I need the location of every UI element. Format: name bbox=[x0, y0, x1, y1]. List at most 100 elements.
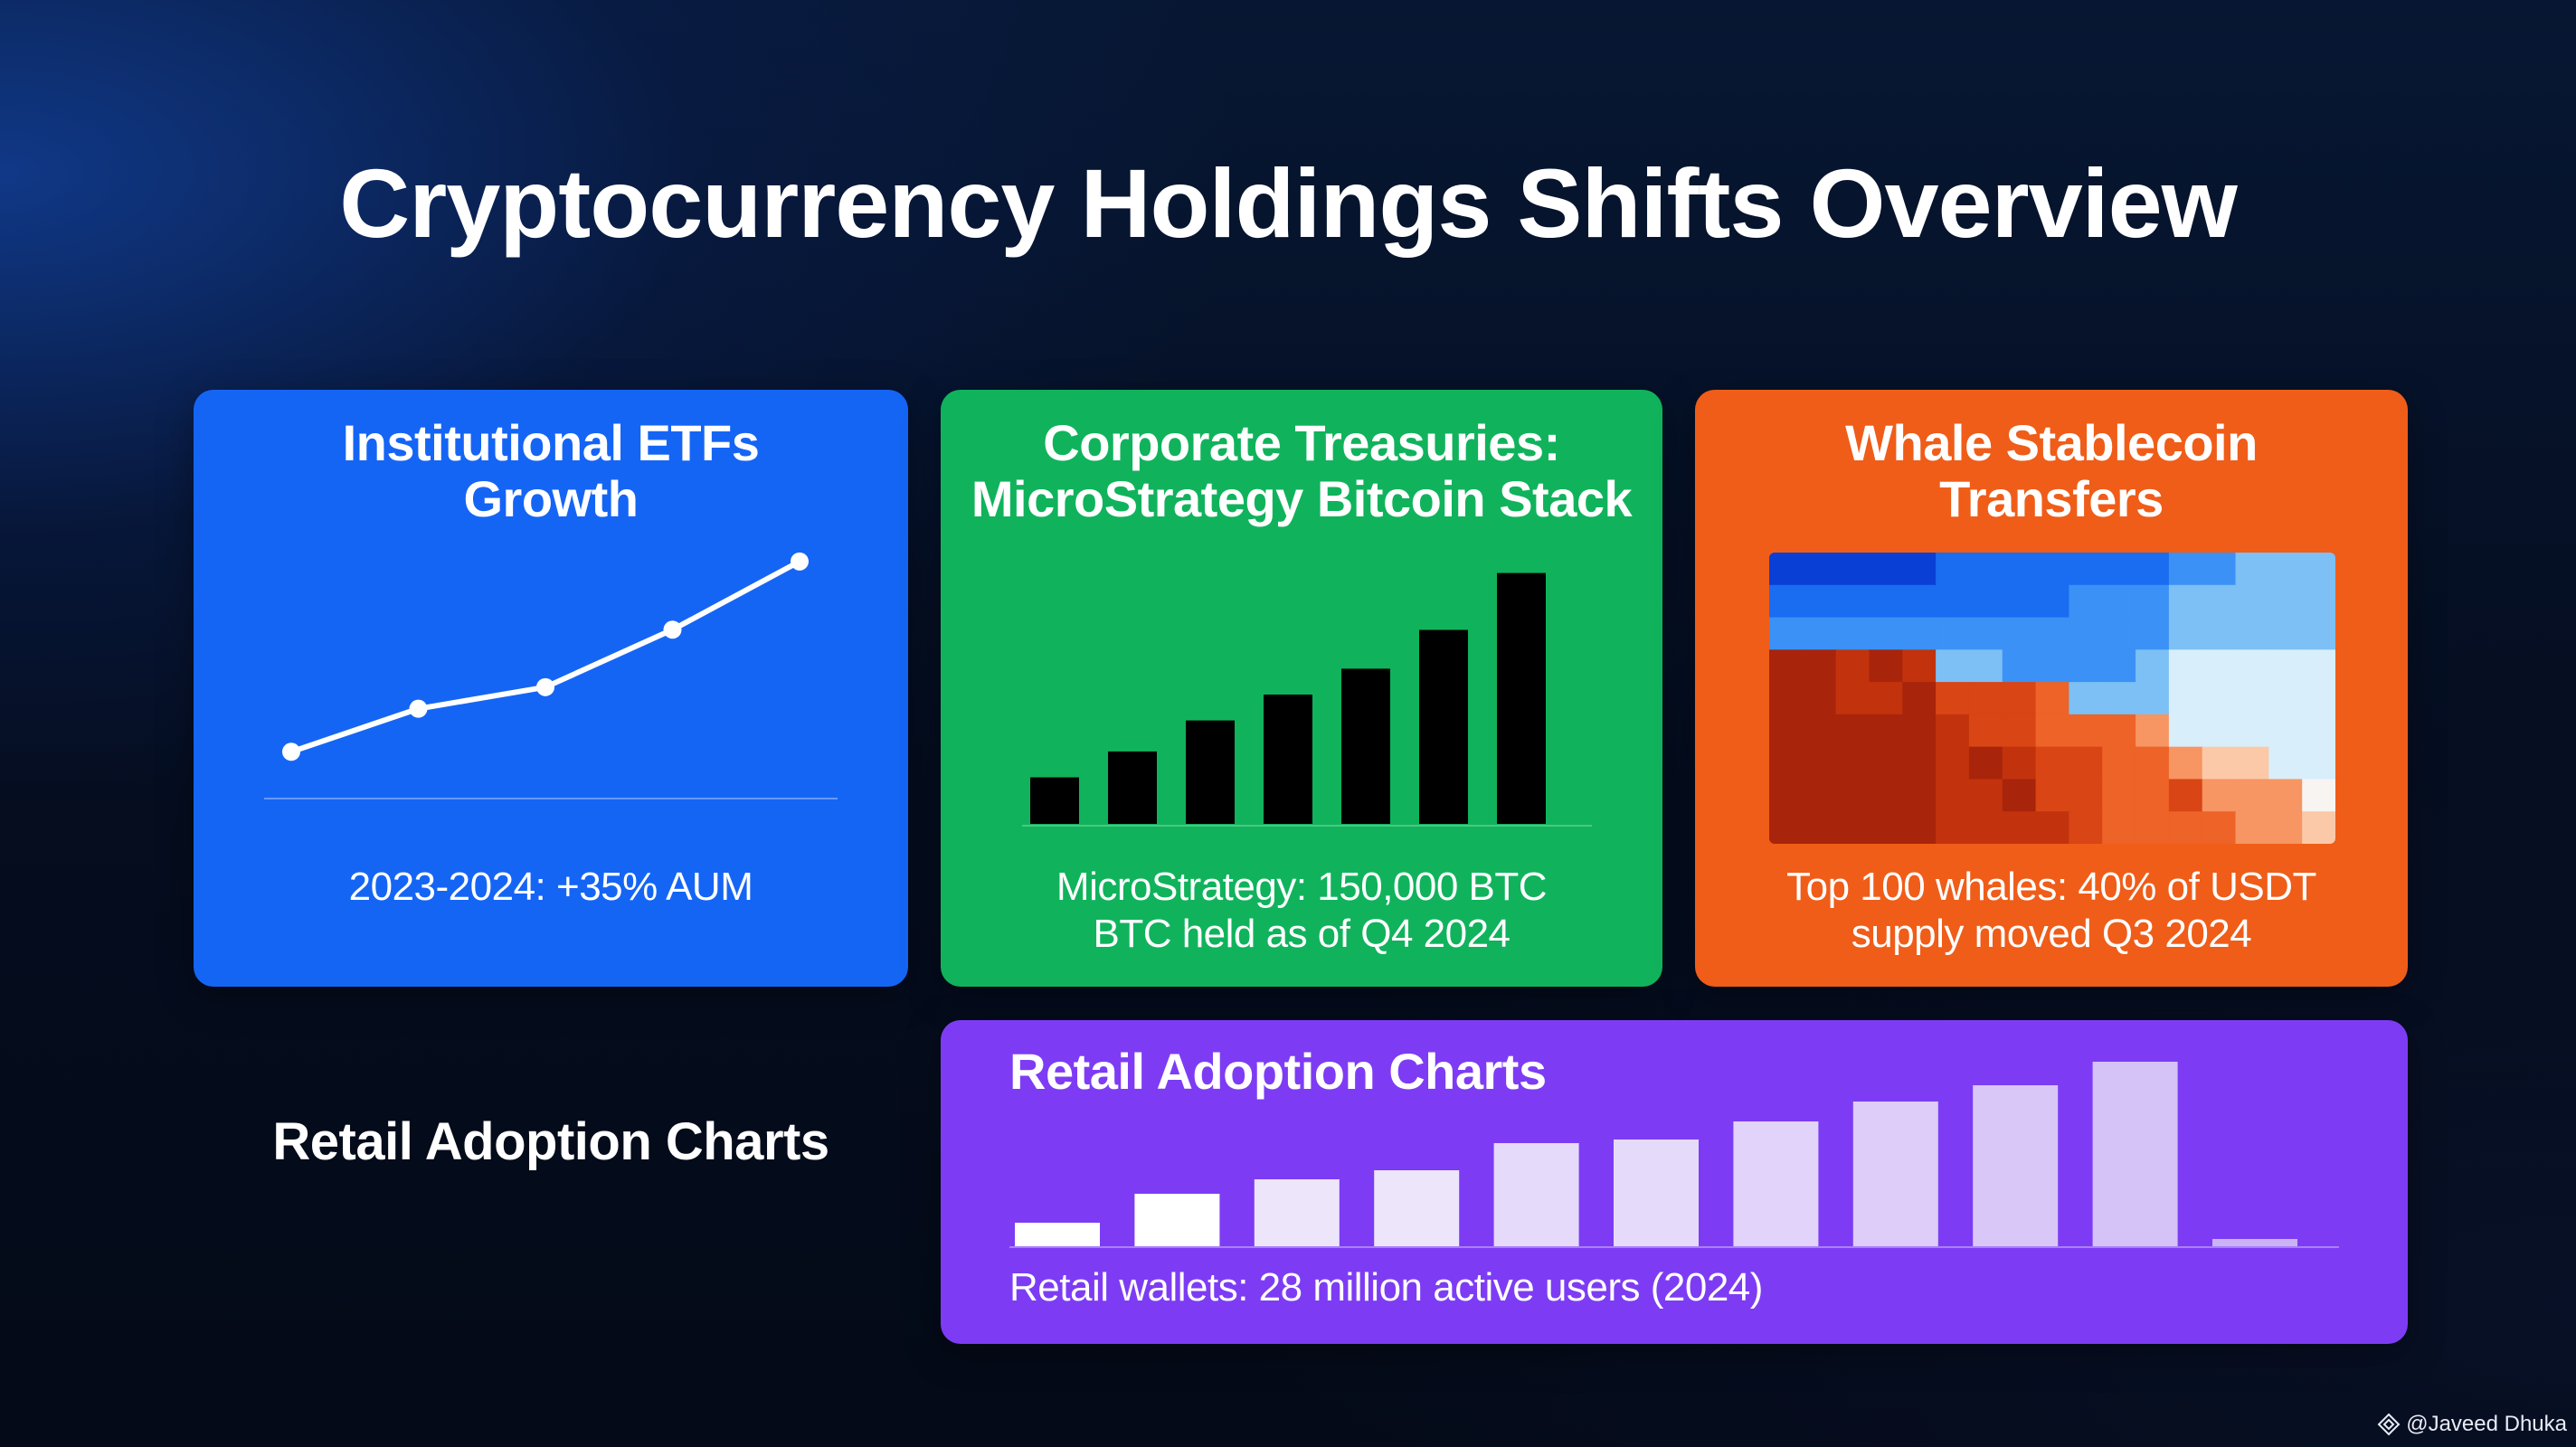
heatmap-cell bbox=[1936, 811, 1970, 844]
heatmap-cell bbox=[1869, 714, 1903, 748]
heatmap-cell bbox=[2302, 779, 2335, 812]
heatmap-cell bbox=[1936, 553, 1970, 586]
corp-bar bbox=[1264, 695, 1312, 824]
heatmap-cell bbox=[2268, 649, 2303, 683]
heatmap-cell bbox=[2302, 682, 2335, 715]
heatmap-cell bbox=[2002, 649, 2037, 683]
heatmap-cell bbox=[2202, 811, 2237, 844]
page-title: Cryptocurrency Holdings Shifts Overview bbox=[339, 148, 2238, 258]
corporate-bar-chart bbox=[1022, 572, 1592, 827]
heatmap-cell bbox=[2002, 553, 2037, 586]
heatmap-cell bbox=[2002, 811, 2037, 844]
heatmap-cell bbox=[2102, 682, 2136, 715]
heatmap-cell bbox=[2268, 779, 2303, 812]
diamond-logo-icon bbox=[2377, 1413, 2401, 1436]
heatmap-cell bbox=[2069, 584, 2103, 619]
heatmap-cell bbox=[1968, 617, 2003, 650]
card-corporate-treasuries: Corporate Treasuries: MicroStrategy Bitc… bbox=[941, 390, 1662, 987]
heatmap-cell bbox=[1802, 811, 1837, 844]
retail-bar bbox=[1374, 1170, 1460, 1246]
heatmap-cell bbox=[1769, 714, 1804, 748]
heatmap-cell bbox=[2202, 553, 2237, 586]
heatmap-cell bbox=[2202, 617, 2237, 650]
card-title-line: Growth bbox=[463, 470, 639, 527]
heatmap-cell bbox=[1802, 617, 1837, 650]
retail-bar bbox=[1852, 1102, 1938, 1246]
heatmap-cell bbox=[2069, 682, 2103, 715]
card-retail-adoption: Retail Adoption Charts Retail wallets: 2… bbox=[941, 1020, 2408, 1344]
card-caption: MicroStrategy: 150,000 BTC BTC held as o… bbox=[941, 864, 1662, 958]
heatmap-cell bbox=[1968, 682, 2003, 715]
heatmap-cell bbox=[2235, 553, 2269, 586]
heatmap-cell bbox=[2136, 553, 2170, 586]
heatmap-cell bbox=[2235, 682, 2269, 715]
heatmap-cell bbox=[2136, 682, 2170, 715]
etf-line-chart bbox=[264, 552, 838, 799]
heatmap-cell bbox=[2268, 617, 2303, 650]
retail-bar bbox=[1973, 1085, 2059, 1246]
heatmap-cell bbox=[1902, 553, 1937, 586]
card-caption: Retail wallets: 28 million active users … bbox=[1009, 1265, 1763, 1310]
watermark-text: @Javeed Dhuka bbox=[2406, 1412, 2567, 1436]
heatmap-cell bbox=[1835, 746, 1870, 780]
heatmap-cell bbox=[1835, 779, 1870, 812]
heatmap-cell bbox=[1869, 811, 1903, 844]
heatmap-cell bbox=[2202, 682, 2237, 715]
heatmap-cell bbox=[2136, 617, 2170, 650]
heatmap-cell bbox=[1869, 779, 1903, 812]
heatmap-cell bbox=[2102, 617, 2136, 650]
card-caption: 2023-2024: +35% AUM bbox=[194, 864, 908, 911]
retail-bar bbox=[1493, 1143, 1579, 1246]
heatmap-cell bbox=[2168, 553, 2203, 586]
card-caption: Top 100 whales: 40% of USDT supply moved… bbox=[1695, 864, 2408, 958]
heatmap-cell bbox=[2035, 779, 2070, 812]
heatmap-cell bbox=[2302, 714, 2335, 748]
heatmap-cell bbox=[2168, 617, 2203, 650]
heatmap-cell bbox=[2268, 584, 2303, 619]
heatmap-cell bbox=[1769, 649, 1804, 683]
heatmap-cell bbox=[1968, 714, 2003, 748]
heatmap-cell bbox=[2235, 584, 2269, 619]
heatmap-cell bbox=[2069, 779, 2103, 812]
heatmap-cell bbox=[1936, 779, 1970, 812]
heatmap-cell bbox=[2035, 811, 2070, 844]
heatmap-cell bbox=[2035, 553, 2070, 586]
heatmap-cell bbox=[2102, 714, 2136, 748]
heatmap-cell bbox=[1835, 811, 1870, 844]
heatmap-cell bbox=[2235, 649, 2269, 683]
heatmap-cell bbox=[1902, 649, 1937, 683]
heatmap-cell bbox=[1835, 649, 1870, 683]
heatmap-cell bbox=[2235, 617, 2269, 650]
heatmap-cell bbox=[2168, 811, 2203, 844]
card-title-line: Transfers bbox=[1939, 470, 2164, 527]
retail-side-label: Retail Adoption Charts bbox=[272, 1112, 829, 1171]
heatmap-cell bbox=[2102, 649, 2136, 683]
heatmap-cell bbox=[2136, 649, 2170, 683]
heatmap-cell bbox=[2002, 779, 2037, 812]
heatmap-cell bbox=[1769, 682, 1804, 715]
card-title-line: Institutional ETFs bbox=[342, 414, 760, 471]
heatmap-cell bbox=[1769, 553, 1804, 586]
card-caption-line: MicroStrategy: 150,000 BTC bbox=[1056, 865, 1548, 909]
corp-bar bbox=[1030, 777, 1079, 824]
card-title: Retail Adoption Charts bbox=[1009, 1043, 1547, 1100]
heatmap-cell bbox=[2002, 584, 2037, 619]
retail-bar bbox=[1254, 1179, 1340, 1246]
heatmap-cell bbox=[2136, 779, 2170, 812]
heatmap-cell bbox=[2002, 617, 2037, 650]
heatmap-cell bbox=[1902, 811, 1937, 844]
heatmap-cell bbox=[1835, 553, 1870, 586]
heatmap-cell bbox=[1802, 553, 1837, 586]
heatmap-cell bbox=[2035, 617, 2070, 650]
heatmap-cell bbox=[2168, 714, 2203, 748]
card-institutional-etfs: Institutional ETFs Growth 2023-2024: +35… bbox=[194, 390, 908, 987]
heatmap-cell bbox=[2202, 584, 2237, 619]
heatmap-cell bbox=[1769, 746, 1804, 780]
corp-bar bbox=[1497, 572, 1546, 824]
heatmap-cell bbox=[1802, 779, 1837, 812]
heatmap-cell bbox=[1902, 584, 1937, 619]
watermark: @Javeed Dhuka bbox=[2377, 1411, 2567, 1438]
heatmap-cell bbox=[1802, 584, 1837, 619]
heatmap-cell bbox=[2302, 584, 2335, 619]
heatmap-cell bbox=[1936, 682, 1970, 715]
